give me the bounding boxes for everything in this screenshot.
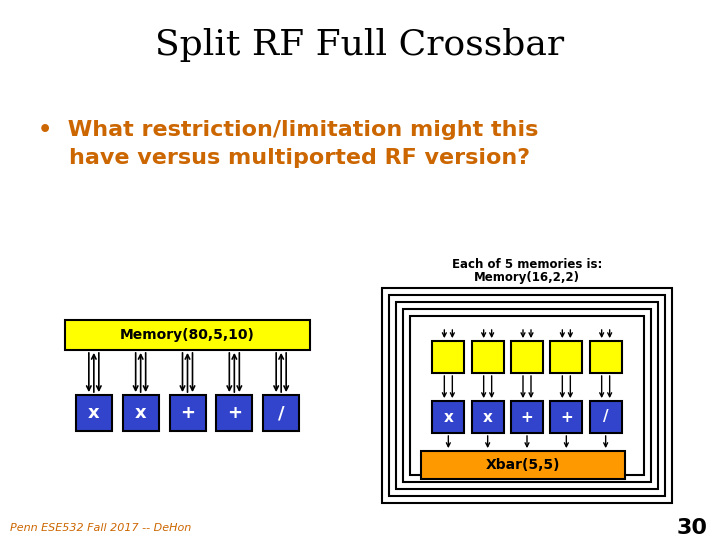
Bar	[76, 395, 112, 431]
Text: Penn ESE532 Fall 2017 -- DeHon: Penn ESE532 Fall 2017 -- DeHon	[10, 523, 192, 533]
Text: •  What restriction/limitation might this: • What restriction/limitation might this	[38, 120, 539, 140]
Text: have versus multiported RF version?: have versus multiported RF version?	[38, 148, 530, 168]
Text: Xbar(5,5): Xbar(5,5)	[486, 458, 560, 472]
Bar	[403, 309, 651, 482]
Text: Memory(16,2,2): Memory(16,2,2)	[474, 272, 580, 285]
Text: x: x	[444, 409, 454, 424]
Text: +: +	[227, 404, 242, 422]
Text: x: x	[482, 409, 492, 424]
Bar	[511, 341, 543, 373]
Bar	[410, 316, 644, 475]
Bar	[550, 341, 582, 373]
Text: x: x	[88, 404, 99, 422]
Text: Memory(80,5,10): Memory(80,5,10)	[120, 328, 255, 342]
Bar	[472, 401, 504, 433]
Text: Each of 5 memories is:: Each of 5 memories is:	[452, 259, 602, 272]
Bar	[389, 295, 665, 496]
Text: /: /	[603, 409, 608, 424]
Bar	[216, 395, 252, 431]
Bar	[590, 401, 621, 433]
Bar	[122, 395, 158, 431]
Text: +: +	[180, 404, 195, 422]
Bar	[432, 341, 464, 373]
Bar	[432, 401, 464, 433]
Text: +: +	[521, 409, 534, 424]
Text: x: x	[135, 404, 146, 422]
Bar	[421, 451, 625, 479]
Bar	[169, 395, 205, 431]
Bar	[396, 302, 658, 489]
Bar	[550, 401, 582, 433]
Text: Split RF Full Crossbar: Split RF Full Crossbar	[156, 28, 564, 62]
Bar	[511, 401, 543, 433]
Text: /: /	[278, 404, 284, 422]
Text: +: +	[560, 409, 572, 424]
Bar	[590, 341, 621, 373]
Bar	[382, 288, 672, 503]
Bar	[264, 395, 300, 431]
Bar	[65, 320, 310, 350]
Bar	[472, 341, 504, 373]
Text: 30: 30	[677, 518, 708, 538]
